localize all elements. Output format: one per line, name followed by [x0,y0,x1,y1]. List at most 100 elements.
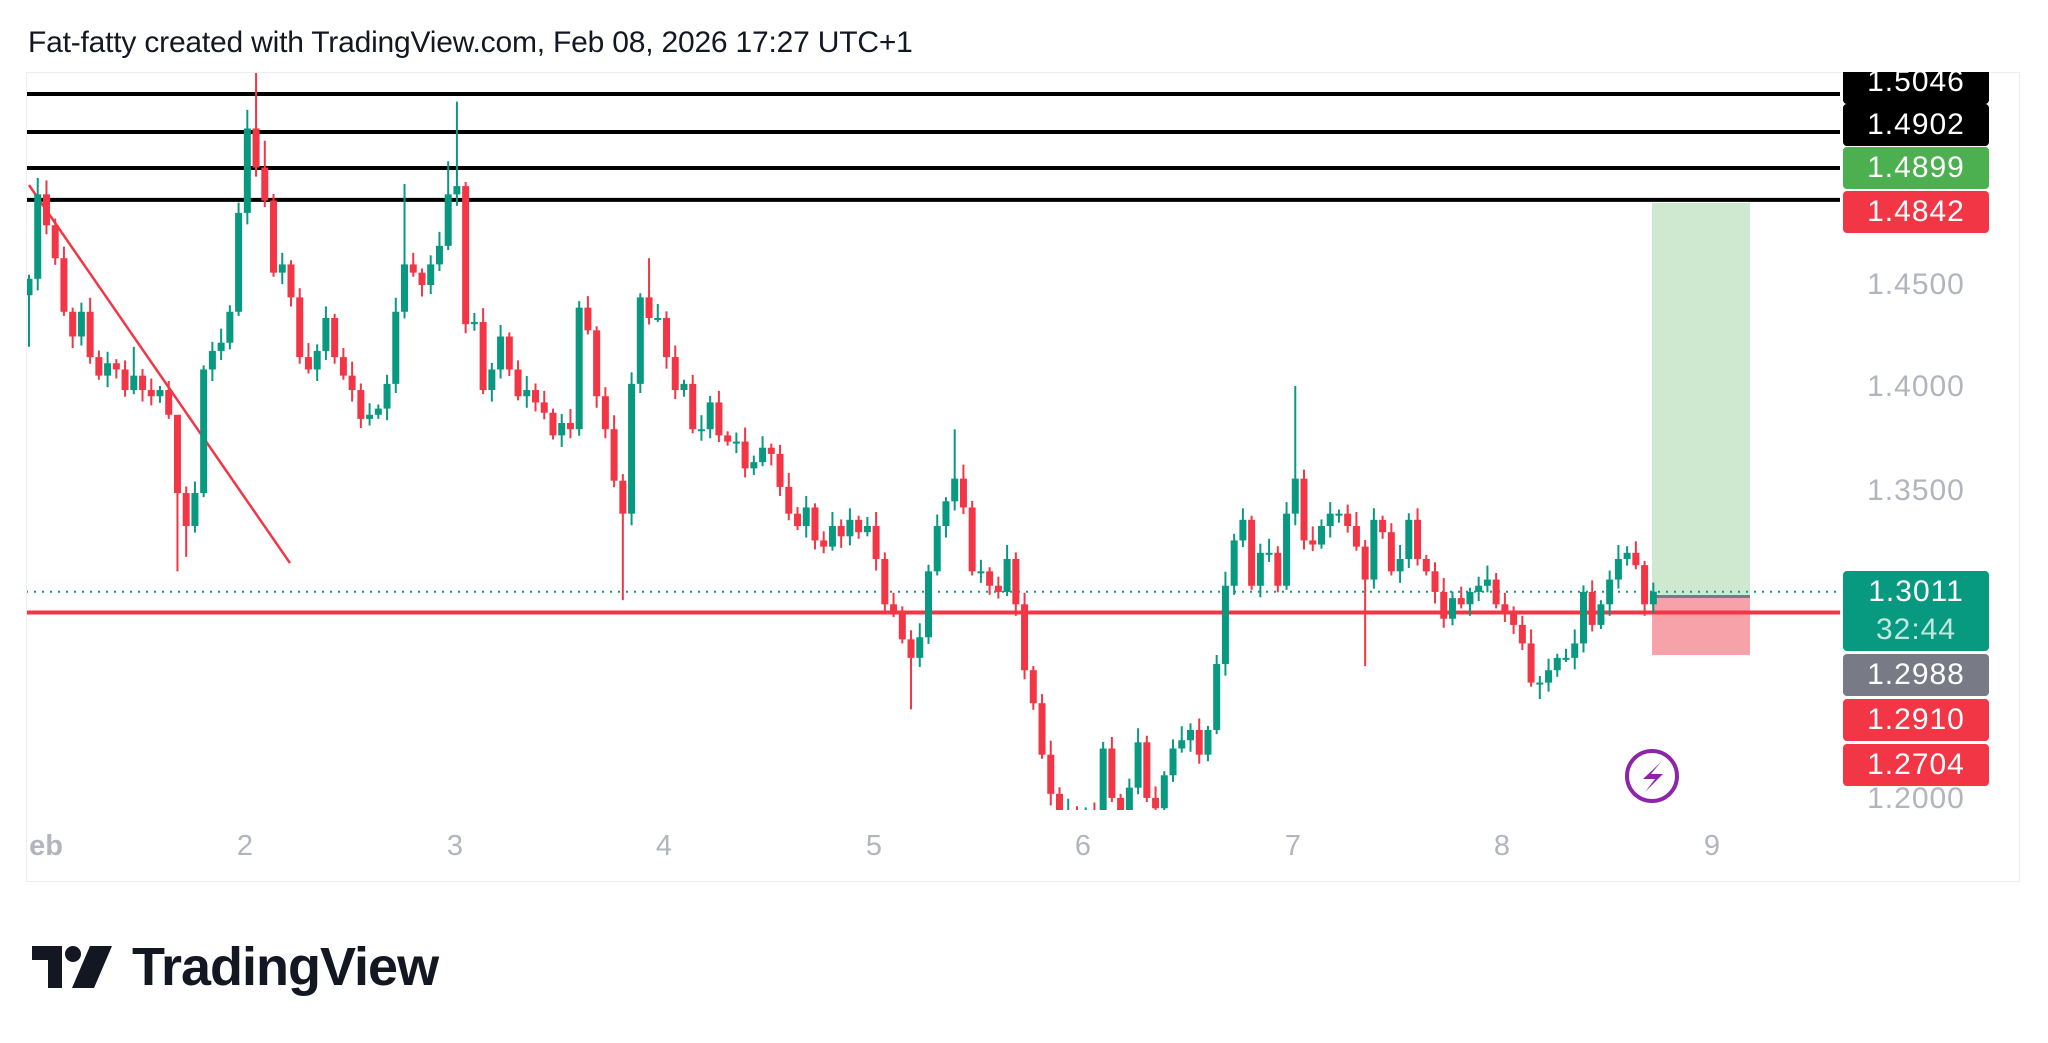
candle [1186,729,1194,741]
candle [1623,552,1631,559]
candle [60,258,68,312]
candle [584,307,592,331]
candle [968,507,976,572]
candle [1475,585,1483,592]
candle [1003,558,1011,592]
candle [1108,748,1116,798]
candle [304,357,312,370]
candle [1536,682,1544,685]
candle [1038,703,1046,755]
candle [427,264,435,285]
candle [916,637,924,658]
candle [235,212,243,312]
time-tick: 4 [655,830,673,862]
candle [130,375,138,391]
candle [252,128,260,168]
candle [1405,519,1413,559]
candle [1440,591,1448,619]
candle [890,604,898,611]
candle [27,278,33,296]
candle [1221,585,1229,665]
candle [593,330,601,397]
candle [959,478,967,508]
candle [1510,610,1518,625]
candle [1073,810,1080,824]
candle [191,493,199,527]
candle [331,317,339,358]
candle [942,501,950,527]
candle [1152,797,1160,809]
candle [1571,643,1579,658]
candle [785,486,793,514]
candle [846,519,854,537]
candle [601,396,609,430]
candle [828,526,836,547]
candle [1649,591,1657,605]
candle [261,167,269,201]
candle [1204,729,1212,755]
candle [1597,604,1605,625]
price-label-target: 1.4899 [1843,147,1989,189]
candle [1274,552,1282,586]
candle [1099,748,1107,810]
candle [837,526,845,537]
candle [1414,519,1422,559]
candle [296,297,304,358]
candle [514,369,522,397]
candle [1021,604,1029,671]
candle [1265,552,1273,555]
candle [1143,742,1151,798]
candle [558,423,566,436]
candle [566,423,574,430]
chart-header: Fat-fatty created with TradingView.com, … [28,26,913,59]
candle [549,412,557,436]
candle [1518,624,1526,644]
candle [628,383,636,514]
candle [121,369,129,391]
candle [409,264,417,273]
candle [1492,579,1500,605]
price-tick: 1.4000 [1867,370,1965,403]
candle [1230,540,1238,586]
candle [182,493,190,527]
lightning-circle-icon[interactable] [1625,749,1679,803]
candle [1125,787,1133,810]
candle [1352,526,1360,547]
candle [453,186,461,195]
tradingview-logo[interactable]: TradingView [32,936,439,998]
candle [270,200,278,273]
price-tick: 1.2000 [1867,782,1965,809]
candle [418,272,426,285]
candle [1134,742,1142,788]
candle [671,357,679,391]
candle [1501,604,1509,611]
tradingview-logo-text: TradingView [132,937,439,997]
price-label-entry: 1.2988 [1843,654,1989,696]
candle [1117,797,1125,810]
candle [1082,816,1089,824]
candle [706,402,714,430]
candle [724,435,732,442]
drawings-layer [27,92,1840,655]
candle [374,408,382,415]
candle [383,383,391,409]
candle [470,322,478,325]
candle [872,526,880,559]
candle [523,390,531,397]
candle [610,429,618,481]
price-label-level: 1.4902 [1843,104,1989,146]
candle [348,375,356,391]
candle [881,558,889,605]
candle [1213,664,1221,730]
candle [34,194,42,279]
candle [680,383,688,391]
trendline [27,184,292,564]
candle [1178,740,1186,749]
candle [619,480,627,514]
last-price: 1.3011 [1868,575,1964,608]
candle [1326,513,1334,527]
candle [497,336,505,370]
candle [1387,532,1395,572]
candle [243,128,251,213]
